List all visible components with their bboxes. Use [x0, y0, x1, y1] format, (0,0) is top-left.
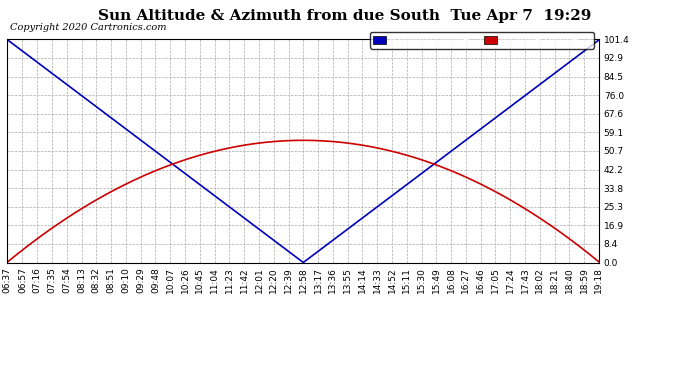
Legend: Azimuth (Angle °), Altitude (Angle °): Azimuth (Angle °), Altitude (Angle °)	[370, 32, 593, 48]
Text: Sun Altitude & Azimuth from due South  Tue Apr 7  19:29: Sun Altitude & Azimuth from due South Tu…	[98, 9, 592, 23]
Text: Copyright 2020 Cartronics.com: Copyright 2020 Cartronics.com	[10, 22, 166, 32]
